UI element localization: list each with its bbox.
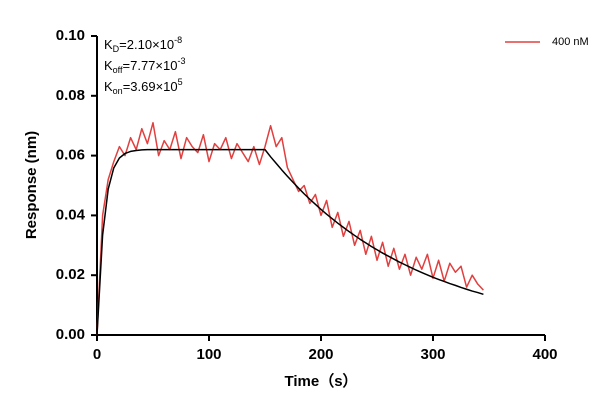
annotation: Koff=7.77×10-3 (104, 56, 185, 75)
x-axis-label: Time（s） (284, 372, 357, 390)
x-tick-label: 100 (196, 346, 221, 363)
annotation-main: K (104, 37, 113, 52)
annotation-sup: -8 (174, 35, 182, 45)
annotation-text: =7.77×10 (123, 58, 178, 73)
annotation: KD=2.10×10-8 (104, 35, 182, 54)
y-tick-label: 0.08 (56, 87, 85, 104)
y-tick-label: 0.10 (56, 27, 85, 44)
annotation-main: K (104, 79, 113, 94)
x-tick-label: 300 (420, 346, 445, 363)
annotation-sup: 5 (178, 77, 183, 87)
series-line (96, 121, 484, 336)
y-tick-label: 0.00 (56, 326, 85, 343)
series-line (96, 148, 484, 336)
annotation-sub: off (113, 65, 123, 75)
y-tick-label: 0.02 (56, 266, 85, 283)
y-axis-label: Response (nm) (23, 131, 40, 239)
x-tick-label: 200 (308, 346, 333, 363)
legend-label: 400 nM (552, 36, 589, 48)
annotation-text: =3.69×10 (123, 79, 178, 94)
annotation-main: K (104, 58, 113, 73)
y-tick-label: 0.04 (56, 206, 86, 223)
x-tick-label: 400 (532, 346, 557, 363)
annotation-sub: on (113, 86, 123, 96)
x-tick-label: 0 (93, 346, 101, 363)
annotation-text: =2.10×10 (119, 37, 174, 52)
annotation-sub: D (113, 44, 120, 54)
y-tick-label: 0.06 (56, 147, 85, 164)
annotation: Kon=3.69×105 (104, 77, 183, 96)
annotation-sup: -3 (177, 56, 185, 66)
